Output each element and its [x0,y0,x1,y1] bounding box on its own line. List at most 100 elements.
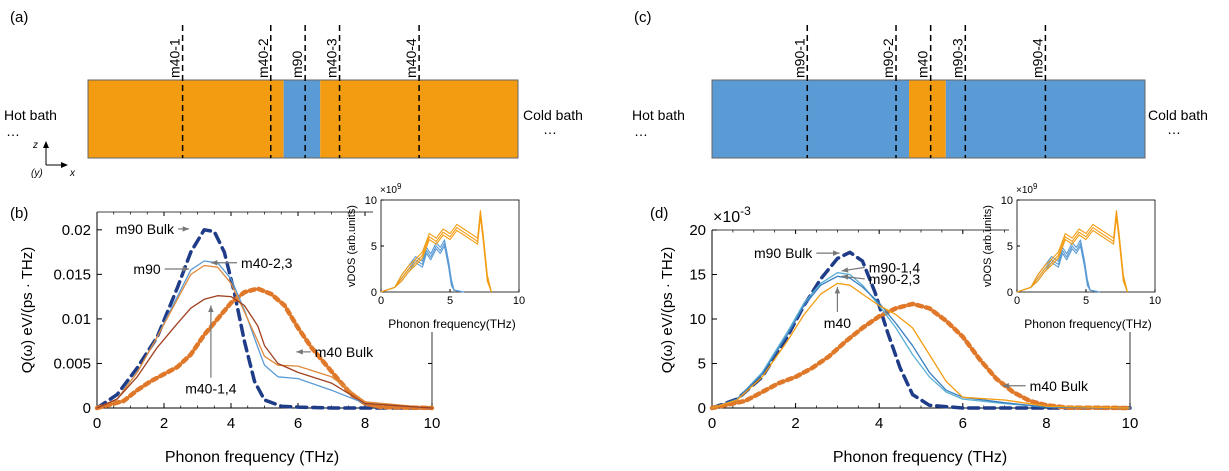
chart-b-annotation-arrowhead [296,349,303,355]
inset-b-x-tick-label: 5 [447,295,453,307]
inset-x-label-d: Phonon frequency(THz) [1024,317,1151,331]
schematic-c-outline [711,79,1146,159]
chart-d-annotation-arrowhead [833,250,840,256]
inset-d-x-tick-label: 0 [1014,295,1020,307]
chart-d-y-tick-label: 0 [698,400,706,417]
schematic-a-probe-label: m90 [289,51,305,78]
y-axis-label-d: Q(ω) eV/(ps · THz) [659,247,676,373]
inset-y-label-b: vDOS (arb.units) [346,205,358,287]
inset-d-y-tick-label: 0 [1007,287,1013,299]
inset-b-y-tick-label: 0 [371,287,377,299]
panel-label-d: (d) [650,205,668,222]
schematic-c-probe-label: m90-3 [949,38,965,78]
chart-d-x-tick-label: 8 [1042,415,1050,432]
chart-d-y-tick-label: 10 [689,311,706,328]
cold-bath-label-a: Cold bath [523,107,583,123]
cold-bath-label-c: Cold bath [1148,107,1208,123]
inset-d-x-tick-label: 5 [1083,295,1089,307]
hot-bath-label-c: Hot bath [632,107,685,123]
schematic-a-probe-label: m40-1 [167,38,183,78]
schematic-a-segment-m90 [283,80,321,158]
inset-d-series-m40-trace [1016,216,1128,293]
chart-b-annotation-arrowhead [182,266,190,272]
inset-b-y-tick-label: 10 [365,195,377,207]
chart-d-series-m90-bulk [710,250,1132,410]
panel-label-a: (a) [10,9,28,26]
inset-d-series-m40-trace [1016,210,1128,293]
chart-d-annotation-label: m90 Bulk [754,245,813,261]
hot-bath-label-a: Hot bath [4,107,57,123]
chart-b-x-tick-label: 8 [361,415,369,432]
schematic-c-segment-m90 [712,80,910,158]
inset-b-x-tick-label: 10 [513,295,525,307]
y-axis-label-b: Q(ω) eV/(ps · THz) [19,247,36,373]
inset-b: vDOS (arb.units) Phonon frequency(THz) ×… [346,182,537,332]
axis-z-label: z [32,140,38,151]
chart-b-series-m40-2-3 [96,264,433,409]
schematic-c-probe-label: m90-1 [791,38,807,78]
chart-b-x-tick-label: 0 [93,415,101,432]
inset-d-y-tick-label: 10 [1001,195,1013,207]
axis-x-label: x [69,168,76,179]
schematic-a-body: m40-1 m40-2 m90 m40-3 m40-4 [87,25,519,159]
chart-b-y-tick-label: 0.01 [62,311,91,328]
chart-b-x-tick-label: 2 [160,415,168,432]
inset-d-y-tick-label: 5 [1007,241,1013,253]
cold-bath-ellipsis-a: … [543,121,557,137]
chart-b-x-tick-label: 10 [424,415,441,432]
chart-b-annotation-arrowhead [210,260,218,266]
inset-d-x-tick-label: 10 [1149,295,1161,307]
inset-b-x-tick-label: 0 [378,295,384,307]
chart-d-annotation-label: m40 [824,315,851,331]
inset-y-label-d: vDOS (arb.units) [982,205,994,287]
chart-b-annotation-label: m40 Bulk [315,344,374,360]
chart-b: (b) Q(ω) eV/(ps · THz) Phonon frequency … [10,182,537,466]
schematic-c-body: m90-1 m90-2 m40 m90-3 m90-4 [711,25,1146,159]
hot-bath-ellipsis-c: … [634,123,648,139]
schematic-c-probe-label: m90-2 [880,38,896,78]
inset-d-background [1009,188,1173,332]
inset-b-series-m40-trace [380,216,492,293]
chart-d-y-tick-label: 15 [689,267,706,284]
chart-b-y-tick-label: 0.005 [53,355,91,372]
chart-b-annotation-label: m90 [133,261,160,277]
chart-b-annotation-label: m90 Bulk [116,221,175,237]
schematic-a-probe-label: m40-2 [255,38,271,78]
chart-d-annotation-arrowhead [834,286,841,294]
panel-label-b: (b) [10,205,28,222]
chart-d-annotation-label: m90-2,3 [869,271,921,287]
x-axis-label-b: Phonon frequency (THz) [165,449,339,466]
inset-b-background [373,188,537,332]
chart-d-series-m40-bulk [709,301,1133,411]
chart-b-y-tick-label: 0 [83,400,91,417]
y-exponent-d: ×10-3 [713,204,751,226]
schematic-c-segment-m40 [909,80,946,158]
chart-d-annotation-arrowhead [841,267,849,273]
chart-d-annotation-arrowhead [1002,383,1009,389]
schematic-a-segment-m40 [88,80,284,158]
chart-b-x-tick-label: 4 [227,415,235,432]
axis-y-label: (y) [31,168,43,179]
coordinate-indicator: z (y) x [31,140,76,179]
chart-d-annotation-arrowhead [841,274,849,280]
plot-area-b: 0 2 4 6 8 10 0 0.005 0.01 0.015 0.02 m90 Bulk m90 m40… [53,211,441,432]
chart-b-x-tick-label: 6 [294,415,302,432]
chart-b-annotation-label: m40-2,3 [241,255,293,271]
schematic-a-probe-label: m40-3 [324,38,340,78]
x-axis-label-d: Phonon frequency (THz) [833,449,1007,466]
chart-b-annotation-label: m40-1,4 [185,381,237,397]
cold-bath-ellipsis-c: … [1167,121,1181,137]
inset-x-label-b: Phonon frequency(THz) [388,317,515,331]
chart-d-annotation-label: m40 Bulk [1030,378,1089,394]
chart-b-series-m40-1-4 [96,295,433,409]
chart-d-annotation-label: m90-1,4 [869,259,921,275]
schematic-a-probe-label: m40-4 [403,38,419,78]
chart-d-y-tick-label: 5 [698,356,706,373]
chart-d-series-m40 [711,282,1131,409]
inset-exponent-d: ×109 [1016,182,1038,196]
chart-d-x-tick-label: 2 [791,415,799,432]
chart-d-x-tick-label: 4 [875,415,883,432]
panel-label-c: (c) [634,9,652,26]
